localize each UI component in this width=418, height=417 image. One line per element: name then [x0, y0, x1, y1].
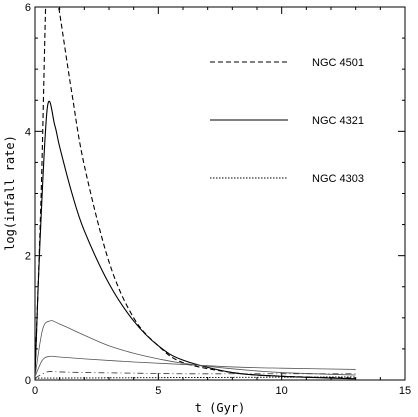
- series-group: [35, 7, 356, 380]
- series-line-6: [35, 371, 356, 379]
- legend-label: NGC 4303: [312, 173, 364, 185]
- y-axis-label: log(infall rate): [3, 135, 17, 251]
- series-line-1: [35, 7, 356, 379]
- y-tick-label: 6: [25, 2, 31, 14]
- tick-labels: 0 5 10 15 0 2 4 6: [25, 2, 411, 397]
- x-tick-label: 5: [155, 385, 161, 397]
- legend-label: NGC 4321: [312, 115, 364, 127]
- x-tick-label: 0: [32, 385, 38, 397]
- legend-label: NGC 4501: [312, 57, 364, 69]
- y-tick-label: 4: [25, 126, 31, 138]
- legend: NGC 4501 NGC 4321 NGC 4303: [210, 57, 364, 185]
- x-tick-label: 15: [399, 385, 411, 397]
- series-line-5: [35, 355, 356, 378]
- series-line-4: [35, 320, 356, 377]
- y-tick-label: 0: [25, 375, 31, 387]
- series-line-2: [35, 100, 356, 380]
- x-tick-label: 10: [276, 385, 288, 397]
- series-line-3: [35, 376, 356, 379]
- y-tick-label: 2: [25, 251, 31, 263]
- x-axis-label: t (Gyr): [195, 401, 246, 415]
